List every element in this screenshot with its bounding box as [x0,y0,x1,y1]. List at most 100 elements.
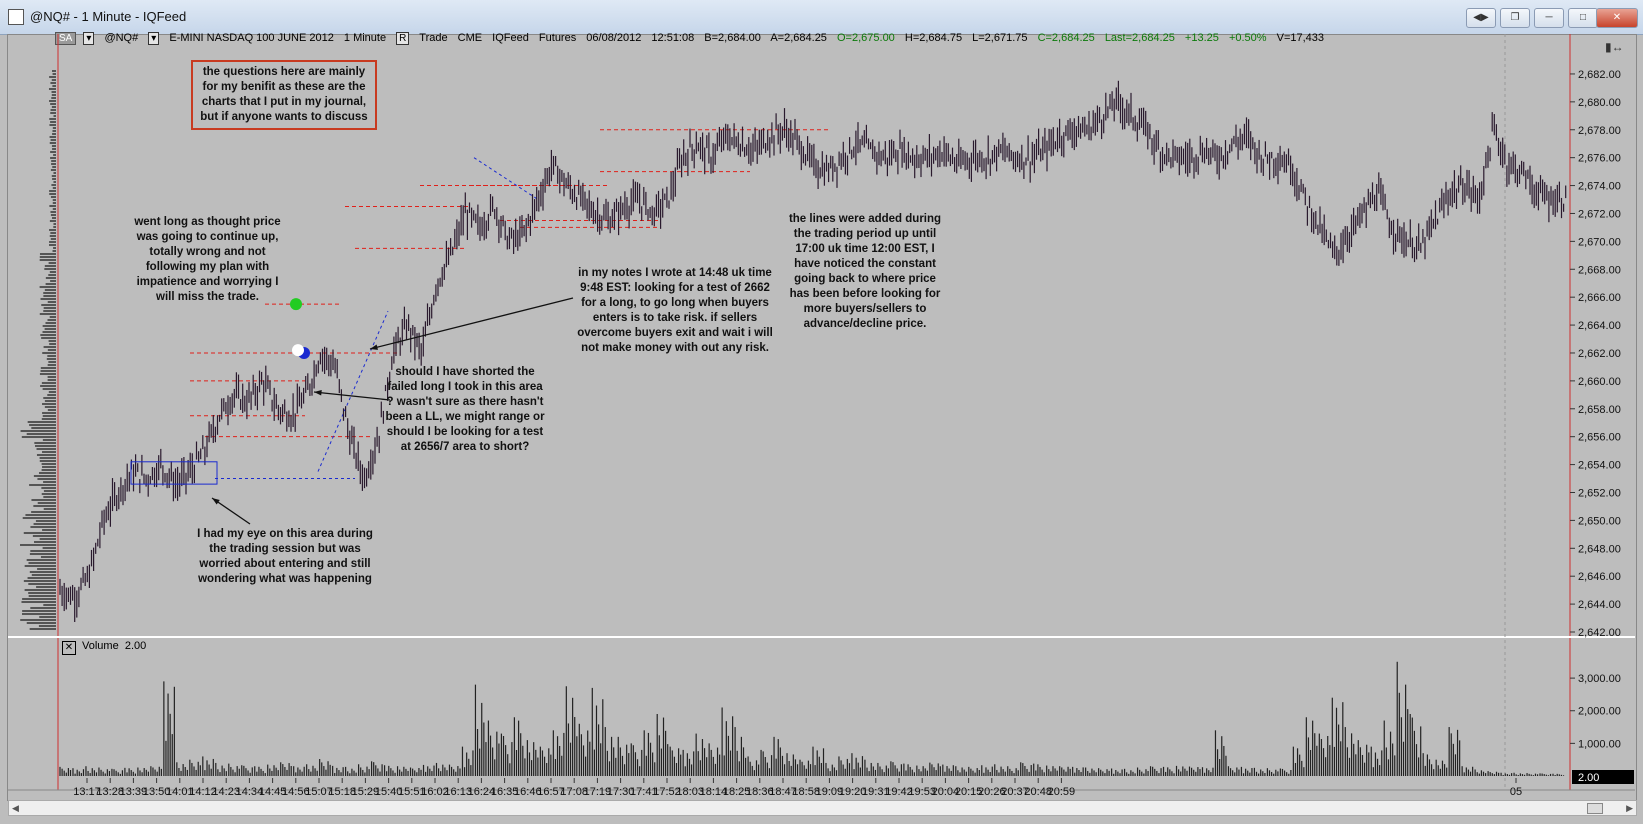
volume-profile-bar [49,136,56,138]
volume-profile-bar [41,487,56,489]
scroll-left-icon[interactable]: ◀ [12,803,19,813]
volume-profile-bar [50,151,56,153]
price-tick-label: 2,650.00 [1578,515,1621,527]
volume-close-icon[interactable]: ✕ [62,641,76,655]
scroll-thumb[interactable] [1587,803,1603,814]
scroll-right-icon[interactable]: ▶ [1626,803,1633,813]
time-tick-label: 16:46 [514,786,542,798]
time-tick-label: 16:35 [491,786,519,798]
volume-profile-bar [27,421,56,423]
volume-profile-bar [39,259,56,261]
window-titlebar: @NQ# - 1 Minute - IQFeed ◀▶ ❐ ─ □ ✕ [0,0,1643,35]
volume-profile-bar [20,544,57,546]
symbol-dropdown-icon[interactable]: ▾ [148,32,160,45]
time-tick-label: 19:31 [862,786,890,798]
volume-profile-bar [47,355,56,357]
volume-profile-bar [47,409,56,411]
volume-profile-bar [24,565,56,567]
volume-profile-bar [52,148,56,150]
volume-profile-bar [52,199,56,201]
volume-profile-bar [49,235,56,237]
minimize-button[interactable]: ─ [1534,8,1564,28]
volume-profile-bar [50,139,56,141]
volume-profile-bar [46,358,56,360]
price-bars [59,80,1567,623]
time-tick-label: 15:51 [398,786,426,798]
symbol-label[interactable]: @NQ# [104,32,139,44]
volume-profile-bar [33,523,56,525]
ask-label: A=2,684.25 [770,32,827,44]
interval-label[interactable]: 1 Minute [343,32,387,44]
time-tick-label: 20:59 [1048,786,1076,798]
volume-profile-bar [31,499,56,501]
last-label: Last=2,684.25 [1104,32,1175,44]
volume-profile-bar [42,403,56,405]
volume-profile-bar [50,109,56,111]
time-tick-label: 20:26 [978,786,1006,798]
volume-profile-bar [51,94,56,96]
price-tick-label: 2,658.00 [1578,404,1621,416]
volume-profile-bar [35,445,56,447]
volume-profile-bar [52,73,56,75]
volume-profile-bar [49,193,56,195]
volume-profile-bar [39,256,56,258]
price-tick-label: 2,676.00 [1578,153,1621,165]
volume-profile-bar [29,571,56,573]
time-axis: 13:1713:2813:3913:5014:0114:1214:2314:34… [73,778,1522,798]
time-tick-label: 18:58 [792,786,820,798]
volume-profile-bar [48,274,56,276]
sa-dropdown-icon[interactable]: ▾ [83,32,95,45]
close-button[interactable]: ✕ [1596,8,1638,28]
volume-profile-bar [41,493,56,495]
volume-profile-bar [49,142,56,144]
volume-profile-bar [28,583,56,585]
volume-profile-bar [41,382,56,384]
price-chart[interactable]: 2,682.00 2,680.00 2,678.00 2,676.00 2,674.00… [0,0,1643,800]
link-icon[interactable]: ◀▶ [1466,8,1496,28]
volume-panel-title: Volume 2.00 [82,640,147,652]
volume-total-label: V=17,433 [1276,32,1325,44]
annotation-arrowhead [314,390,322,396]
volume-profile-bar [29,484,56,486]
volume-profile-bar [39,313,56,315]
sa-button[interactable]: SA [55,32,77,45]
volume-profile-bar [31,511,56,513]
volume-profile-bar [51,184,56,186]
volume-profile-bar [51,106,56,108]
price-tick-label: 2,674.00 [1578,181,1621,193]
high-label: H=2,684.75 [904,32,963,44]
volume-profile-bar [42,439,56,441]
volume-profile-bar [52,250,56,252]
volume-profile-bar [42,388,56,390]
volume-profile-bar [40,298,56,300]
volume-profile-bar [29,424,56,426]
time-label: 12:51:08 [651,32,695,44]
time-tick-label: 14:56 [282,786,310,798]
volume-profile-bar [31,574,56,576]
volume-profile-bar [49,229,56,231]
volume-profile-bar [28,562,56,564]
volume-profile-bar [49,100,56,102]
volume-profile-bar [47,364,56,366]
time-tick-label: 17:41 [630,786,658,798]
volume-profile-bar [51,175,56,177]
volume-profile-bar [28,592,56,594]
volume-profile-bar [43,295,56,297]
close-label: C=2,684.25 [1037,32,1095,44]
price-tick-label: 2,642.00 [1578,627,1621,639]
volume-profile-bar [52,217,56,219]
panel-toggle-icon[interactable]: ▮↔ [1605,40,1624,54]
volume-profile-bar [22,610,56,612]
volume-profile-bar [47,301,56,303]
volume-profile-bar [53,172,56,174]
volume-profile-bar [41,304,56,306]
bid-label: B=2,684.00 [704,32,761,44]
window-title: @NQ# - 1 Minute - IQFeed [30,9,187,24]
horizontal-scrollbar[interactable]: ◀ ▶ [8,800,1637,816]
r-button[interactable]: R [396,32,410,45]
eye-on-area-note: I had my eye on this area during the tra… [197,528,373,585]
copy-icon[interactable]: ❐ [1500,8,1530,28]
volume-profile-bar [42,415,56,417]
volume-profile-bar [52,187,56,189]
volume-profile-bar [53,223,56,225]
